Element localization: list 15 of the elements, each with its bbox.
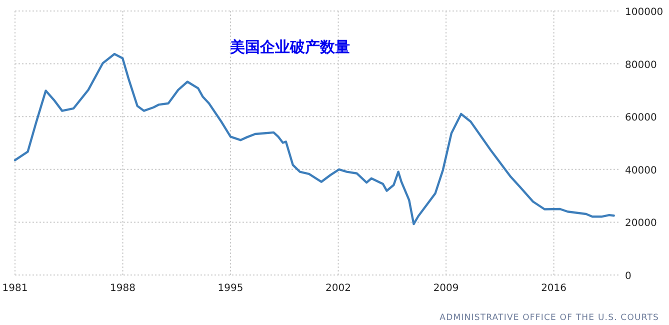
x-tick-label: 2016 xyxy=(541,283,567,294)
y-tick-label: 60000 xyxy=(625,112,657,124)
text: 美国企业破产数量 xyxy=(229,38,350,56)
x-tick-label: 1995 xyxy=(218,283,244,294)
y-tick-label: 0 xyxy=(625,271,632,282)
text: ADMINISTRATIVE OFFICE OF THE U.S. COURTS xyxy=(440,313,659,323)
y-tick-label: 20000 xyxy=(625,218,657,230)
y-tick-label: 80000 xyxy=(625,60,657,71)
line-series xyxy=(14,52,615,226)
x-tick-label: 1988 xyxy=(110,283,136,294)
x-tick-label: 2002 xyxy=(326,283,352,294)
y-tick-label: 40000 xyxy=(625,165,657,176)
x-tick-label: 2009 xyxy=(433,283,459,294)
x-tick-label: 1981 xyxy=(2,283,28,294)
y-tick-label: 100000 xyxy=(625,7,664,18)
